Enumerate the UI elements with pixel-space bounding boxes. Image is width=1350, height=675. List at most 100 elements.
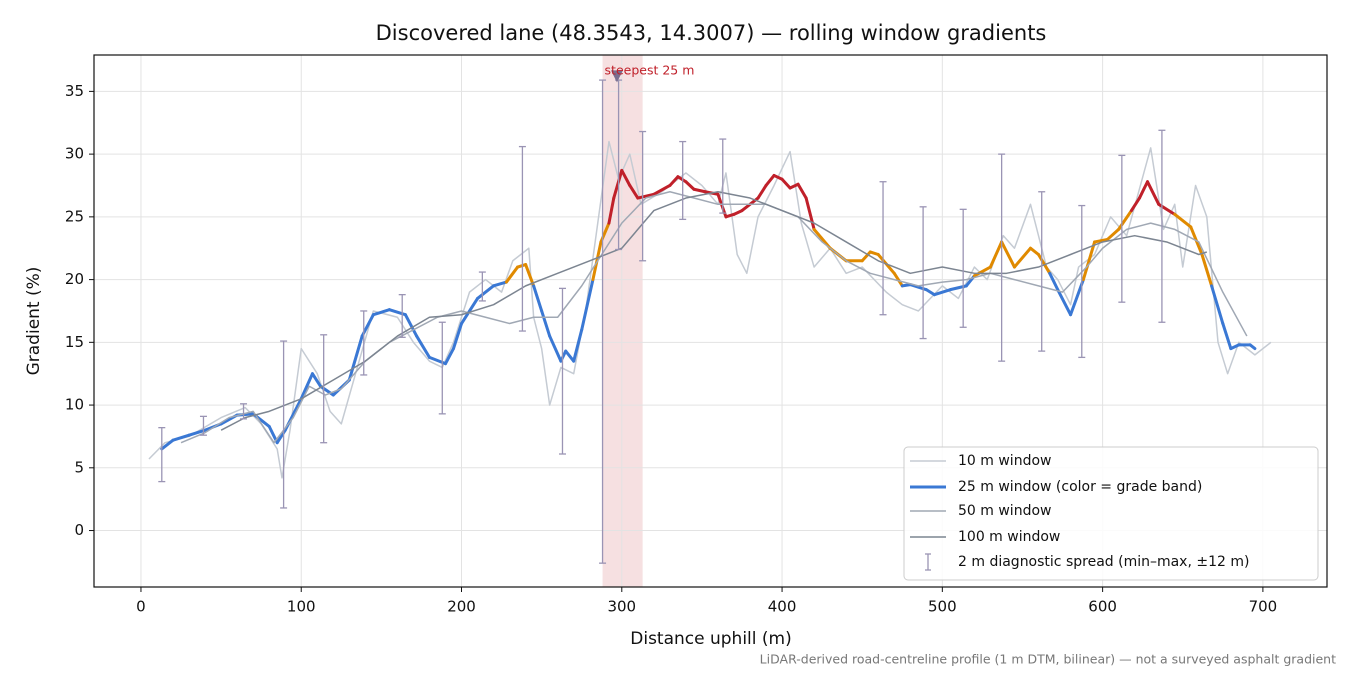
error-bar [719,138,727,214]
line-segment [972,265,992,278]
y-tick-label: 10 [65,396,84,414]
error-bar [998,153,1006,362]
x-axis-label: Distance uphill (m) [630,629,791,649]
line-segment [492,280,508,288]
error-bar [438,321,446,415]
legend-label: 100 m window [958,529,1060,545]
y-tick-label: 35 [65,82,84,100]
error-bar [599,79,607,564]
line-segment [684,180,696,191]
line-segment [415,334,431,359]
line-segment [692,187,707,194]
line-segment [403,313,419,338]
error-bar [679,140,687,221]
line-segment [804,196,816,231]
error-bar [959,208,967,328]
y-tick-label: 0 [74,521,84,539]
error-bar [1038,191,1046,352]
line-segment [652,183,672,196]
error-bar [398,294,406,338]
line-segment [387,308,407,317]
line-segment [443,347,455,366]
error-bar [280,340,288,509]
line-segment [532,284,544,313]
steepest-marker [610,70,623,83]
legend-label: 50 m window [958,503,1051,519]
legend-label: 2 m diagnostic spread (min–max, ±12 m) [958,554,1249,570]
x-tick-label: 200 [447,598,476,616]
line-segment [564,349,576,363]
line-segment [310,372,322,388]
legend-label: 10 m window [958,453,1051,469]
y-tick-label: 5 [74,458,84,476]
line-segment [160,438,175,451]
error-bar [158,427,166,483]
line-segment [572,328,584,363]
line-segment [924,288,936,297]
y-tick-label: 15 [65,333,84,351]
error-bar [558,287,566,455]
error-bar [478,271,486,302]
error-bar [240,403,248,420]
line-segment [504,265,520,284]
error-bar [1158,129,1166,323]
line-segment [764,173,776,187]
line-segment [620,168,632,187]
error-bar [879,181,887,316]
line-segment [171,433,191,442]
legend-label: 25 m window (color = grade band) [958,479,1202,495]
x-tick-label: 600 [1088,598,1117,616]
x-tick-label: 0 [136,598,146,616]
error-bar [518,145,526,332]
line-segment [988,240,1004,269]
error-bar [320,334,328,444]
error-bar [1078,204,1086,359]
line-segment [318,384,335,397]
line-segment [476,284,496,300]
line-segment [1048,271,1060,292]
line-segment [347,334,364,382]
line-segment [676,175,688,184]
line-segment [451,322,464,351]
error-bar [199,415,207,436]
line-segment [187,428,207,437]
line-segment [756,183,768,200]
line-segment [1081,240,1097,282]
line-segment [1137,180,1149,200]
line-segment [812,227,832,250]
error-bar [1118,154,1126,303]
error-bar [360,310,368,376]
line-segment [1210,284,1225,326]
error-bar [919,206,927,340]
line-segment [607,196,616,225]
line-segment [1117,209,1133,231]
line-segment [1145,180,1161,206]
line-segment [612,168,624,200]
line-segment [1028,246,1040,256]
x-tick-label: 400 [768,598,797,616]
line-segment [628,183,640,200]
line-segment [371,308,391,317]
x-tick-label: 100 [287,598,316,616]
line-segment [1221,322,1233,351]
y-axis-label: Gradient (%) [24,267,44,376]
x-tick-label: 300 [607,598,636,616]
line-segment [1129,196,1141,213]
line-segment [860,250,872,263]
line-segment [1200,253,1214,288]
line-segment [932,288,952,297]
line-segment [1012,246,1032,269]
line-segment [1037,253,1052,275]
line-segment [460,296,480,326]
plot-area: steepest 25 m [94,55,1327,587]
line-segment [580,278,595,332]
line-segment [1105,227,1121,241]
chart-title: Discovered lane (48.3543, 14.3007) — rol… [376,21,1047,45]
x-tick-label: 500 [928,598,957,616]
line [220,191,1208,431]
line-segment [540,309,552,338]
footnote: LiDAR-derived road-centreline profile (1… [760,652,1336,667]
line-segment [1000,240,1016,269]
line-segment [548,334,563,363]
